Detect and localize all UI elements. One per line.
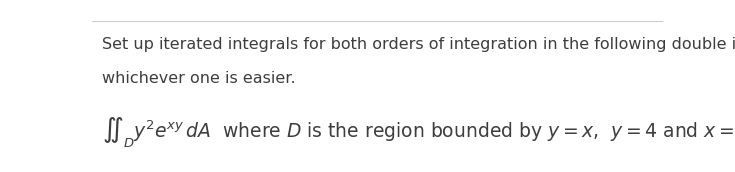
Text: Set up iterated integrals for both orders of integration in the following double: Set up iterated integrals for both order… <box>102 36 735 52</box>
Text: whichever one is easier.: whichever one is easier. <box>102 71 295 86</box>
Text: $\iint_D y^2 e^{xy}\, dA$  where $D$ is the region bounded by $y = x$,  $y = 4$ : $\iint_D y^2 e^{xy}\, dA$ where $D$ is t… <box>102 116 735 150</box>
